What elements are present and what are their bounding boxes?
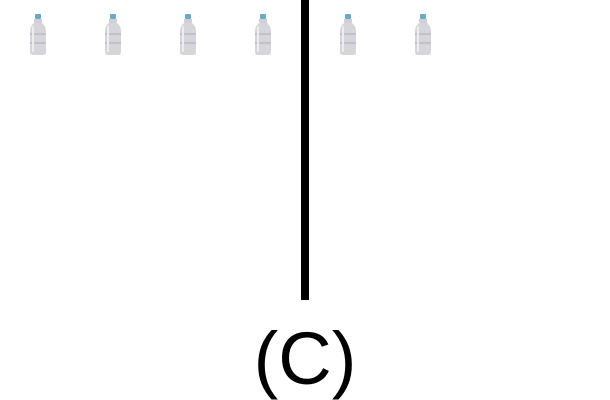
water-bottle-icon (30, 14, 46, 55)
water-bottle-icon (255, 14, 271, 55)
option-label: (C) (253, 317, 357, 400)
water-bottle-icon (105, 14, 121, 55)
water-bottle-icon (415, 14, 431, 55)
vertical-divider (301, 0, 309, 300)
water-bottle-icon (180, 14, 196, 55)
water-bottle-icon (340, 14, 356, 55)
